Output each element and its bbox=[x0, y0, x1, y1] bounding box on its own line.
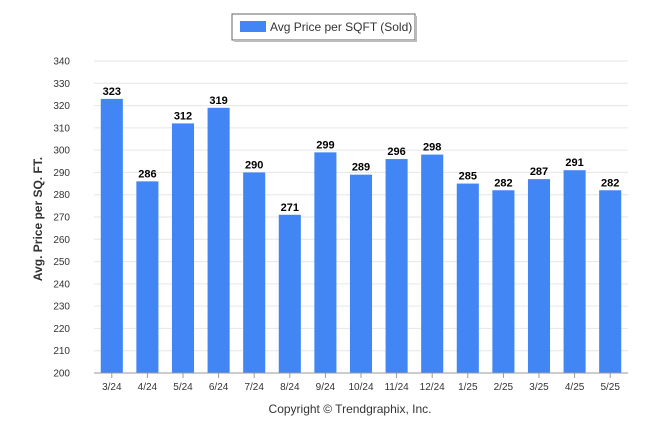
y-tick-label: 280 bbox=[53, 190, 70, 201]
bar-value-label: 271 bbox=[281, 202, 299, 214]
bar-value-label: 299 bbox=[316, 139, 334, 151]
bar-value-label: 285 bbox=[459, 171, 477, 183]
y-tick-label: 330 bbox=[53, 79, 70, 90]
copyright-text: Copyright © Trendgraphix, Inc. bbox=[269, 402, 432, 416]
bar-value-label: 296 bbox=[387, 146, 405, 158]
bars bbox=[100, 98, 622, 374]
x-tick-label: 4/25 bbox=[565, 382, 585, 393]
data-labels: 323 286 312 319 290 271 299 289 296 298 285 282 287 2… bbox=[103, 86, 620, 214]
x-tick-label: 2/25 bbox=[494, 382, 514, 393]
legend-box-shadow-right bbox=[415, 16, 417, 42]
bar-value-label: 298 bbox=[423, 142, 441, 154]
y-tick-label: 250 bbox=[53, 257, 70, 268]
x-tick-label: 3/25 bbox=[529, 382, 549, 393]
x-tick-label: 3/24 bbox=[102, 382, 122, 393]
bar bbox=[599, 190, 622, 373]
y-axis-ticks: 200 210 220 230 240 250 260 270 280 290 300 310 320 3… bbox=[53, 57, 70, 380]
y-tick-label: 340 bbox=[53, 57, 70, 68]
bar bbox=[243, 172, 266, 373]
bar bbox=[563, 170, 586, 373]
x-tick-label: 4/24 bbox=[138, 382, 158, 393]
y-tick-label: 220 bbox=[53, 324, 70, 335]
x-tick-label: 1/25 bbox=[458, 382, 478, 393]
x-tick-label: 5/24 bbox=[173, 382, 193, 393]
bar-value-label: 286 bbox=[138, 168, 156, 180]
x-tick-label: 12/24 bbox=[420, 382, 445, 393]
bar-value-label: 319 bbox=[209, 95, 227, 107]
x-tick-label: 8/24 bbox=[280, 382, 300, 393]
y-tick-label: 320 bbox=[53, 101, 70, 112]
y-axis-label: Avg. Price per SQ. FT. bbox=[31, 157, 45, 281]
bar bbox=[278, 214, 301, 373]
y-tick-label: 240 bbox=[53, 279, 70, 290]
y-tick-label: 300 bbox=[53, 146, 70, 157]
x-tick-label: 7/24 bbox=[244, 382, 264, 393]
bar-value-label: 312 bbox=[174, 110, 192, 122]
bar-value-label: 290 bbox=[245, 159, 263, 171]
bar bbox=[385, 159, 408, 373]
x-tick-label: 9/24 bbox=[316, 382, 336, 393]
bar-value-label: 287 bbox=[530, 166, 548, 178]
bar-value-label: 282 bbox=[601, 177, 619, 189]
legend-box-shadow-bottom bbox=[234, 40, 417, 42]
x-tick-label: 6/24 bbox=[209, 382, 229, 393]
y-tick-label: 200 bbox=[53, 369, 70, 380]
bar-value-label: 289 bbox=[352, 162, 370, 174]
y-tick-label: 310 bbox=[53, 123, 70, 134]
bar bbox=[349, 174, 373, 373]
bar bbox=[171, 123, 195, 374]
x-tick-label: 10/24 bbox=[348, 382, 373, 393]
bar bbox=[456, 183, 479, 373]
bar bbox=[492, 190, 515, 373]
legend-swatch bbox=[240, 21, 266, 32]
y-tick-label: 230 bbox=[53, 302, 70, 313]
bar bbox=[100, 98, 123, 373]
legend: Avg Price per SQFT (Sold) bbox=[231, 13, 417, 42]
y-tick-label: 290 bbox=[53, 168, 70, 179]
bar bbox=[421, 154, 444, 373]
x-axis-ticks: 3/24 4/24 5/24 6/24 7/24 8/24 9/24 10/24 11/24 12… bbox=[102, 373, 620, 393]
y-tick-label: 210 bbox=[53, 346, 70, 357]
y-tick-label: 260 bbox=[53, 235, 70, 246]
x-tick-label: 11/24 bbox=[384, 382, 409, 393]
bar bbox=[207, 107, 230, 374]
legend-entry: Avg Price per SQFT (Sold) bbox=[270, 20, 412, 34]
bar bbox=[136, 181, 159, 373]
bar-value-label: 291 bbox=[565, 157, 583, 169]
bar-value-label: 323 bbox=[103, 86, 121, 98]
bar-value-label: 282 bbox=[494, 177, 512, 189]
bar bbox=[527, 179, 551, 373]
bar bbox=[314, 152, 337, 373]
y-tick-label: 270 bbox=[53, 213, 70, 224]
x-tick-label: 5/25 bbox=[600, 382, 620, 393]
